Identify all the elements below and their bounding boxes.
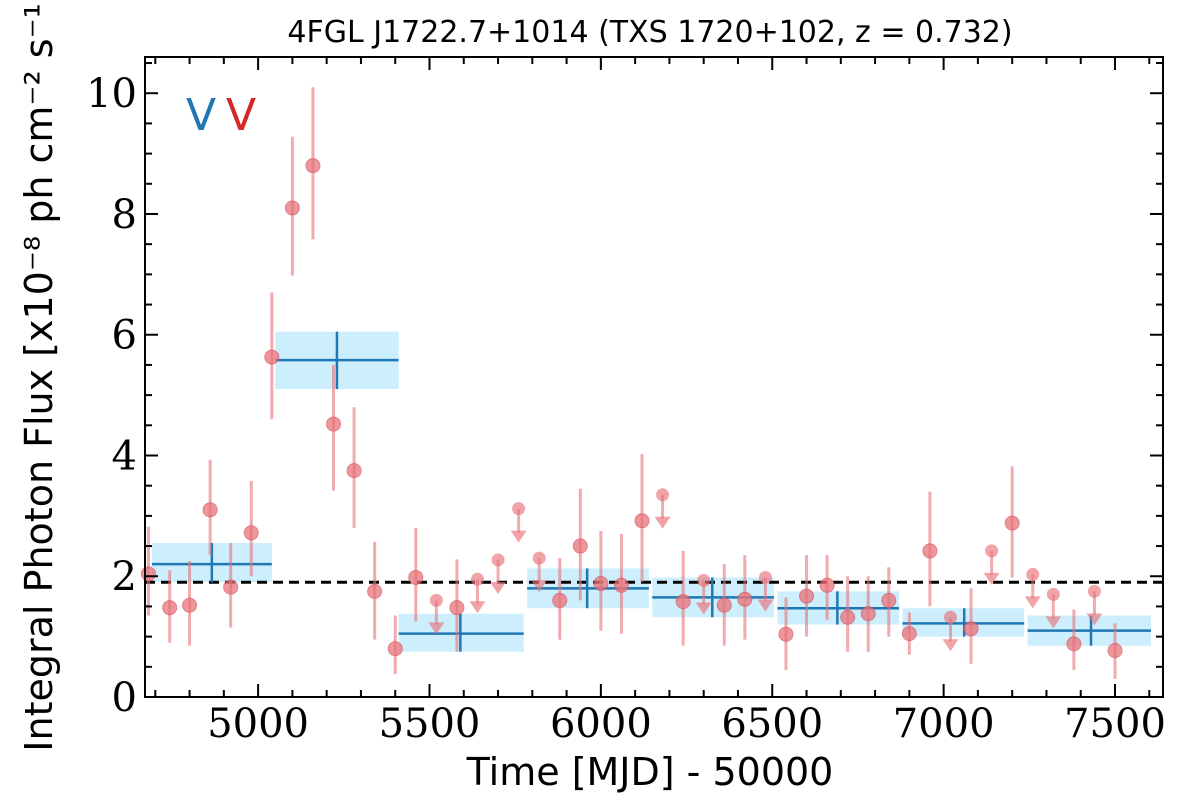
data-point	[819, 577, 835, 593]
data-point	[716, 597, 732, 613]
upper-limit-point	[532, 551, 546, 565]
y-axis-label: Integral Photon Flux [x10⁻⁸ ph cm⁻² s⁻¹]	[17, 0, 61, 752]
data-point	[140, 566, 156, 582]
data-point	[613, 577, 629, 593]
upper-limit-arrow	[510, 530, 527, 543]
data-point	[202, 502, 218, 518]
data-point	[182, 597, 198, 613]
data-point	[778, 626, 794, 642]
y-tick-label: 4	[112, 433, 137, 479]
data-point	[593, 575, 609, 591]
upper-limit-point	[758, 570, 772, 584]
data-point	[572, 538, 588, 554]
data-point	[387, 641, 403, 657]
upper-limit-arrow	[1045, 616, 1062, 629]
x-tick-label: 5000	[207, 701, 309, 747]
data-point	[284, 200, 300, 216]
data-point	[367, 583, 383, 599]
x-tick-label: 7500	[1064, 701, 1166, 747]
data-point	[552, 592, 568, 608]
y-tick-label: 6	[112, 313, 137, 359]
data-point	[264, 349, 280, 365]
upper-limit-point	[943, 610, 957, 624]
data-point	[1066, 636, 1082, 652]
upper-limit-arrow	[531, 580, 548, 593]
upper-limit-point	[985, 544, 999, 558]
data-point	[305, 158, 321, 174]
upper-limit-point	[697, 573, 711, 587]
y-tick-label: 2	[112, 554, 137, 600]
data-point	[449, 600, 465, 616]
upper-limit-arrow	[757, 599, 774, 612]
x-tick-label: 5500	[379, 701, 481, 747]
y-tick-label: 0	[112, 675, 137, 721]
data-point	[1004, 515, 1020, 531]
data-point	[634, 513, 650, 529]
upper-limit-point	[470, 572, 484, 586]
v-marker-label: V	[226, 90, 256, 141]
v-marker-label: V	[186, 90, 216, 141]
plot-frame	[144, 56, 1164, 698]
data-point	[408, 569, 424, 585]
upper-limit-arrow	[983, 572, 1000, 585]
data-point	[243, 525, 259, 541]
plot-area: 5000 5500 6000 6500 7000 7500 0 2 4 6 8 10 V V	[86, 56, 1166, 747]
upper-limit-point	[656, 488, 670, 502]
upper-limit-arrow	[490, 581, 507, 594]
x-tick-label: 6000	[550, 701, 652, 747]
data-point	[162, 600, 178, 616]
upper-limit-arrow	[469, 601, 486, 614]
upper-limit-point	[1026, 567, 1040, 581]
upper-limit-point	[491, 553, 505, 567]
x-tick-label: 6500	[721, 701, 823, 747]
chart-title: 4FGL J1722.7+1014 (TXS 1720+102, z = 0.7…	[287, 15, 1012, 50]
upper-limit-arrow	[428, 622, 445, 635]
upper-limit-arrow	[1086, 613, 1103, 626]
data-point	[346, 463, 362, 479]
upper-limit-arrow	[654, 516, 671, 529]
upper-limit-arrow	[1024, 596, 1041, 609]
upper-limit-arrow	[942, 639, 959, 652]
data-point	[799, 588, 815, 604]
data-point	[840, 609, 856, 625]
upper-limit-point	[1087, 584, 1101, 598]
data-point	[922, 543, 938, 559]
x-axis-label: Time [MJD] - 50000	[466, 750, 834, 794]
data-point	[881, 592, 897, 608]
upper-limit-point	[512, 502, 526, 516]
data-point	[901, 626, 917, 642]
data-point	[737, 591, 753, 607]
upper-limit-point	[1046, 587, 1060, 601]
data-point	[675, 594, 691, 610]
data-point	[963, 621, 979, 637]
data-point	[860, 606, 876, 622]
data-point	[223, 579, 239, 595]
upper-limit-point	[429, 593, 443, 607]
data-point	[1107, 643, 1123, 659]
upper-limit-arrow	[695, 602, 712, 615]
y-tick-label: 8	[112, 192, 137, 238]
data-point	[326, 416, 342, 432]
x-tick-label: 7000	[893, 701, 995, 747]
y-tick-label: 10	[86, 71, 137, 117]
